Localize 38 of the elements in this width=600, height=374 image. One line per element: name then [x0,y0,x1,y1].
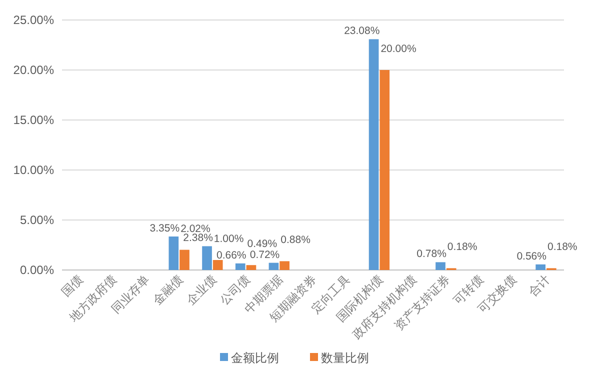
bar [380,70,390,270]
data-label: 0.66% [216,249,246,262]
bar [246,265,256,270]
data-label: 1.00% [214,233,244,245]
data-label: 0.18% [547,241,578,254]
bar [235,263,246,270]
y-tick-label: 10.00% [13,163,54,178]
bar [436,262,446,270]
data-label: 0.18% [447,241,478,254]
data-label: 3.35% [150,222,180,234]
data-label: 23.08% [344,25,380,38]
data-label: 2.02% [180,222,210,235]
bar [268,262,279,270]
bar [536,264,546,270]
legend-label: 数量比例 [321,351,369,365]
bar [280,261,290,270]
data-label: 0.72% [250,248,280,261]
data-label: 0.56% [516,250,546,262]
bar [168,236,179,270]
data-label: 0.88% [280,234,310,246]
y-tick-label: 0.00% [20,263,54,278]
y-tick-label: 25.00% [13,13,54,28]
y-tick-label: 15.00% [13,113,54,128]
x-tick-label: 国债 [58,272,86,300]
y-tick-label: 5.00% [20,213,54,228]
y-tick-label: 20.00% [13,63,54,78]
bar [202,246,212,270]
data-label: 20.00% [380,43,416,55]
data-label: 0.49% [247,238,278,250]
bar [212,260,223,270]
data-label: 2.38% [183,232,213,244]
legend-label: 金额比例 [231,351,279,365]
bar [180,250,190,270]
x-tick-label: 企业债 [184,272,220,308]
x-tick-label: 合计 [526,272,553,300]
x-tick-label: 金融债 [150,272,186,308]
data-label: 0.78% [416,248,446,260]
bar [368,39,379,270]
